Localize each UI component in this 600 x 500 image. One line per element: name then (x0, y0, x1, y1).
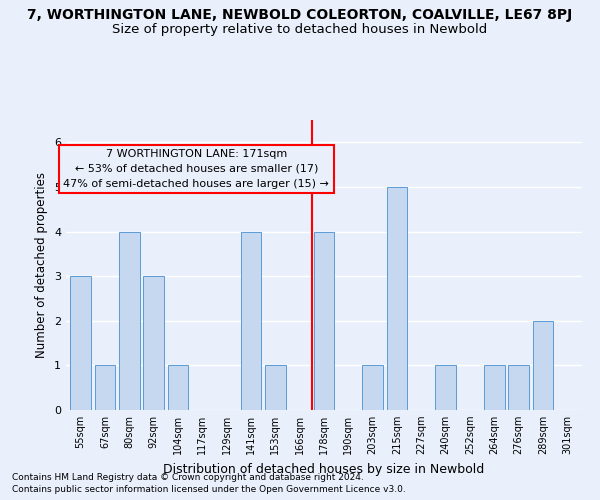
Bar (95, 366, 115, 410)
Text: Contains public sector information licensed under the Open Government Licence v3: Contains public sector information licen… (12, 485, 406, 494)
Bar (167, 366, 188, 410)
Bar (143, 276, 164, 410)
X-axis label: Distribution of detached houses by size in Newbold: Distribution of detached houses by size … (163, 462, 485, 475)
Bar (484, 366, 505, 410)
Bar (314, 232, 334, 410)
Bar (119, 232, 140, 410)
Text: 7, WORTHINGTON LANE, NEWBOLD COLEORTON, COALVILLE, LE67 8PJ: 7, WORTHINGTON LANE, NEWBOLD COLEORTON, … (28, 8, 572, 22)
Bar (436, 366, 456, 410)
Bar (362, 366, 383, 410)
Text: Size of property relative to detached houses in Newbold: Size of property relative to detached ho… (112, 22, 488, 36)
Bar (70, 276, 91, 410)
Bar (265, 366, 286, 410)
Text: Contains HM Land Registry data © Crown copyright and database right 2024.: Contains HM Land Registry data © Crown c… (12, 474, 364, 482)
Bar (386, 187, 407, 410)
Text: 7 WORTHINGTON LANE: 171sqm
← 53% of detached houses are smaller (17)
47% of semi: 7 WORTHINGTON LANE: 171sqm ← 53% of deta… (63, 149, 329, 188)
Y-axis label: Number of detached properties: Number of detached properties (35, 172, 49, 358)
Bar (508, 366, 529, 410)
Bar (241, 232, 262, 410)
Bar (533, 321, 553, 410)
